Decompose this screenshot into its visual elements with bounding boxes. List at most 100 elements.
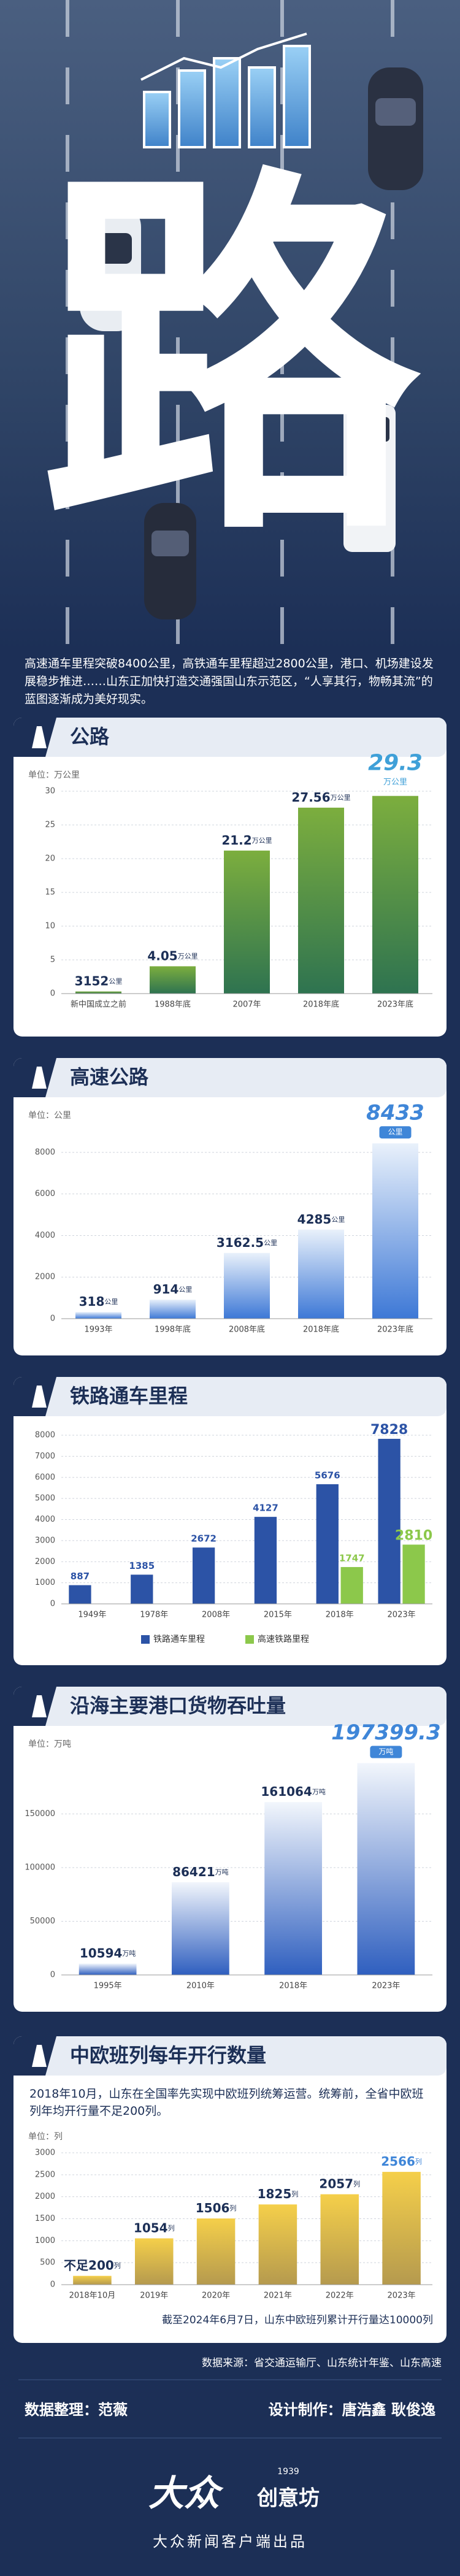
y-tick-label: 6000 xyxy=(35,1189,55,1198)
value-label: 21.2万公里 xyxy=(221,832,272,847)
bar xyxy=(258,2204,297,2285)
bar xyxy=(254,1517,277,1604)
bar xyxy=(73,2275,112,2285)
value-number: 318 xyxy=(79,1294,105,1309)
value-label: 不足200列 xyxy=(64,2258,121,2272)
y-tick-label: 7000 xyxy=(35,1452,55,1461)
x-tick-label: 2021年 xyxy=(264,2291,292,2301)
brand-year: 1939 xyxy=(277,2467,299,2477)
value-label: 318公里 xyxy=(79,1294,118,1309)
unit-badge xyxy=(370,1746,402,1758)
value-label: 4.05万公里 xyxy=(147,948,197,963)
value-label: 4127 xyxy=(253,1503,278,1514)
x-tick-label: 1993年 xyxy=(84,1325,112,1335)
bar xyxy=(171,1882,229,1975)
value-label: 887 xyxy=(71,1571,90,1582)
x-tick-label: 1978年 xyxy=(140,1611,168,1620)
x-tick-label: 2018年底 xyxy=(303,1000,339,1010)
value-label: 2566列 xyxy=(381,2154,422,2169)
value-unit: 公里 xyxy=(178,1286,192,1294)
bar xyxy=(131,1574,153,1604)
legend-label: 铁路通车里程 xyxy=(153,1634,205,1644)
y-tick-label: 3000 xyxy=(35,1536,55,1545)
y-tick-label: 2000 xyxy=(35,1273,55,1282)
value-label: 86421万吨 xyxy=(172,1864,229,1879)
value-number: 1506 xyxy=(196,2201,230,2215)
y-tick-label: 10 xyxy=(45,922,55,931)
value-number: 161064 xyxy=(261,1784,312,1799)
value-number: 27.56 xyxy=(291,789,330,804)
y-tick-label: 0 xyxy=(50,1600,55,1609)
unit-label: 单位：万公里 xyxy=(28,770,80,780)
bar xyxy=(149,966,196,994)
x-tick-label: 2023年底 xyxy=(377,1000,413,1010)
x-tick-label: 2020年 xyxy=(202,2291,230,2301)
value-unit: 公里 xyxy=(331,1216,345,1224)
x-tick-label: 1988年底 xyxy=(155,1000,191,1010)
unit-label: 单位：万吨 xyxy=(28,1739,71,1749)
card-header xyxy=(13,1687,447,1726)
brand-tagline: 大众新闻客户端出品 xyxy=(153,2533,307,2550)
y-tick-label: 0 xyxy=(50,1971,55,1980)
y-tick-label: 20 xyxy=(45,854,55,864)
value-unit: 列 xyxy=(114,2261,121,2270)
x-tick-label: 2019年 xyxy=(140,2291,168,2301)
value-label: 4285公里 xyxy=(297,1211,345,1226)
value-label: 1506列 xyxy=(196,2201,237,2215)
value-label: 29.3 xyxy=(368,751,423,776)
y-tick-label: 1000 xyxy=(35,2236,55,2245)
legend-label: 高速铁路里程 xyxy=(258,1634,309,1644)
y-tick-label: 0 xyxy=(50,1314,55,1324)
chart-title: 铁路通车里程 xyxy=(70,1384,188,1408)
unit-label: 单位：公里 xyxy=(28,1111,71,1121)
value-unit: 万公里 xyxy=(252,837,272,845)
bar xyxy=(297,807,345,994)
y-tick-label: 0 xyxy=(50,2280,55,2290)
y-tick-label: 5000 xyxy=(35,1494,55,1503)
y-tick-label: 25 xyxy=(45,821,55,830)
credit: 数据整理：范薇 xyxy=(25,2401,128,2418)
y-tick-label: 30 xyxy=(45,787,55,796)
value-number: 4.05 xyxy=(147,948,177,963)
brand-studio: 创意坊 xyxy=(256,2486,320,2511)
value-unit: 公里 xyxy=(264,1239,277,1247)
x-tick-label: 2018年底 xyxy=(303,1325,339,1335)
value-label: 7828 xyxy=(370,1422,408,1438)
chart-title: 公路 xyxy=(70,725,110,748)
x-tick-label: 2018年 xyxy=(326,1611,354,1620)
value-number: 2057 xyxy=(319,2176,353,2191)
value-label: 2810 xyxy=(395,1528,432,1543)
value-unit: 列 xyxy=(168,2223,175,2232)
value-unit: 公里 xyxy=(388,1128,402,1137)
x-tick-label: 2008年 xyxy=(202,1611,230,1620)
legend-swatch xyxy=(141,1635,150,1644)
bar xyxy=(372,1143,419,1319)
value-number: 2566 xyxy=(381,2154,415,2169)
y-tick-label: 8000 xyxy=(35,1431,55,1440)
value-label: 914公里 xyxy=(153,1282,193,1297)
x-tick-label: 1995年 xyxy=(94,1982,122,1991)
bar xyxy=(223,850,270,994)
value-number: 1825 xyxy=(258,2187,292,2201)
value-number: 914 xyxy=(153,1282,179,1297)
road-icon xyxy=(32,2045,47,2067)
x-tick-label: 2023年 xyxy=(372,1982,400,1991)
value-label: 1825列 xyxy=(258,2187,299,2201)
value-unit: 列 xyxy=(415,2157,422,2166)
chart-title: 中欧班列每年开行数量 xyxy=(70,2044,266,2067)
x-tick-label: 2023年底 xyxy=(377,1325,413,1335)
unit-badge xyxy=(379,1126,412,1139)
value-label: 161064万吨 xyxy=(261,1784,326,1799)
value-number: 10594 xyxy=(80,1945,123,1960)
y-tick-label: 2000 xyxy=(35,2192,55,2201)
value-number: 4285 xyxy=(297,1211,332,1226)
card-header xyxy=(13,2036,447,2076)
bar xyxy=(316,1484,339,1604)
road-icon xyxy=(32,1695,47,1717)
y-tick-label: 15 xyxy=(45,888,55,897)
value-number: 3152 xyxy=(75,973,109,988)
intro: 高速通车里程突破8400公里，高铁通车里程超过2800公里，港口、机场建设发展稳… xyxy=(25,657,434,706)
road-icon xyxy=(32,1386,47,1408)
source: 数据来源：省交通运输厅、山东统计年鉴、山东高速 xyxy=(202,2357,442,2369)
